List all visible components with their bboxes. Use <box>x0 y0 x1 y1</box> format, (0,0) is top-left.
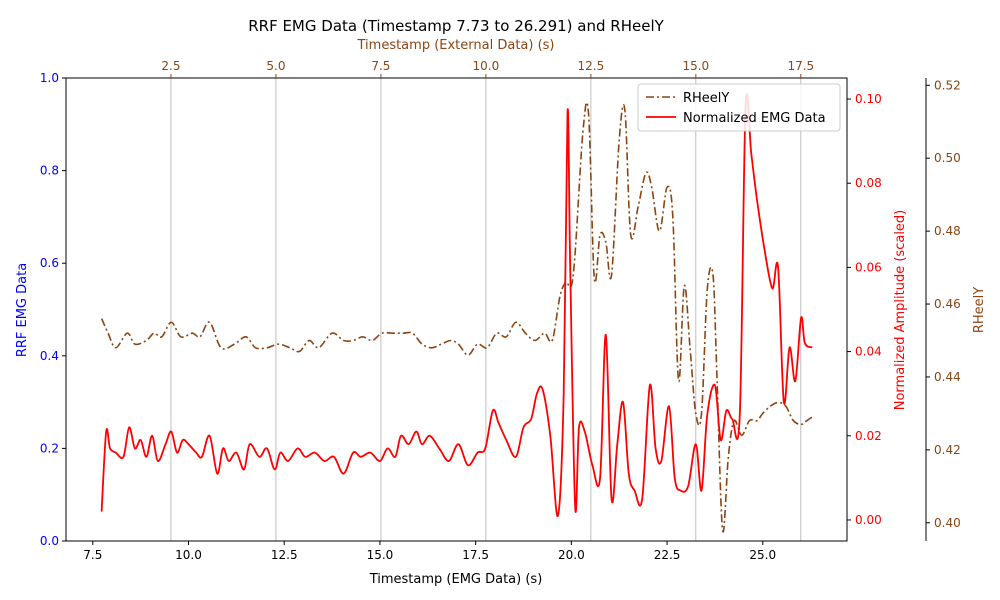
right2-tick-label-4: 0.48 <box>934 224 961 238</box>
series-layer <box>100 93 813 533</box>
top-tick-label-4: 12.5 <box>578 59 605 73</box>
left-tick-label-0: 0.0 <box>40 534 59 548</box>
top-tick-label-2: 7.5 <box>371 59 390 73</box>
right2-tick-label-0: 0.40 <box>934 516 961 530</box>
left-tick-label-2: 0.4 <box>40 349 59 363</box>
x-axis-label: Timestamp (EMG Data) (s) <box>369 572 543 587</box>
top-tick-label-0: 2.5 <box>161 59 180 73</box>
plot-frame <box>65 77 848 542</box>
top-tick-label-5: 15.0 <box>682 59 709 73</box>
right-axis-1-label: Normalized Amplitude (scaled) <box>893 210 908 411</box>
legend-label-emg: Normalized EMG Data <box>683 111 826 126</box>
x-tick-label-4: 17.5 <box>462 548 489 562</box>
left-tick-label-3: 0.6 <box>40 256 59 270</box>
legend-label-rheely: RHeelY <box>683 91 729 106</box>
right1-tick-label-4: 0.08 <box>855 176 882 190</box>
right2-tick-label-5: 0.50 <box>934 151 961 165</box>
x-tick-label-7: 25.0 <box>749 548 776 562</box>
right-axis-2-label: RHeelY <box>972 287 987 333</box>
left-axis-label: RRF EMG Data <box>15 263 30 357</box>
left-tick-label-1: 0.2 <box>40 441 59 455</box>
right2-tick-label-2: 0.44 <box>934 370 961 384</box>
series-line-emg <box>100 93 813 517</box>
right2-tick-label-6: 0.52 <box>934 78 961 92</box>
x-tick-label-0: 7.5 <box>83 548 102 562</box>
right2-tick-label-3: 0.46 <box>934 297 961 311</box>
top-tick-label-1: 5.0 <box>266 59 285 73</box>
x-tick-label-5: 20.0 <box>558 548 585 562</box>
x-tick-label-1: 10.0 <box>175 548 202 562</box>
legend-box <box>637 83 841 132</box>
x-tick-label-6: 22.5 <box>654 548 681 562</box>
legend: RHeelY Normalized EMG Data <box>637 83 841 132</box>
right1-tick-label-2: 0.04 <box>855 345 882 359</box>
x-tick-label-3: 15.0 <box>367 548 394 562</box>
x-tick-label-2: 12.5 <box>271 548 298 562</box>
chart-title: RRF EMG Data (Timestamp 7.73 to 26.291) … <box>248 17 664 35</box>
top-axis-label: Timestamp (External Data) (s) <box>357 38 555 53</box>
right1-tick-label-3: 0.06 <box>855 260 882 274</box>
series-line-rheely <box>100 101 813 533</box>
right1-tick-label-5: 0.10 <box>855 92 882 106</box>
top-tick-label-6: 17.5 <box>787 59 814 73</box>
right2-tick-label-1: 0.42 <box>934 443 961 457</box>
right1-tick-label-1: 0.02 <box>855 429 882 443</box>
left-tick-label-5: 1.0 <box>40 71 59 85</box>
top-tick-label-3: 10.0 <box>473 59 500 73</box>
tick-labels: 7.5 10.0 12.5 15.0 17.5 20.0 22.5 25.0 2.5 5.0 7.5… <box>40 59 961 562</box>
right1-tick-label-0: 0.00 <box>855 513 882 527</box>
left-tick-label-4: 0.8 <box>40 164 59 178</box>
axes <box>62 74 930 545</box>
